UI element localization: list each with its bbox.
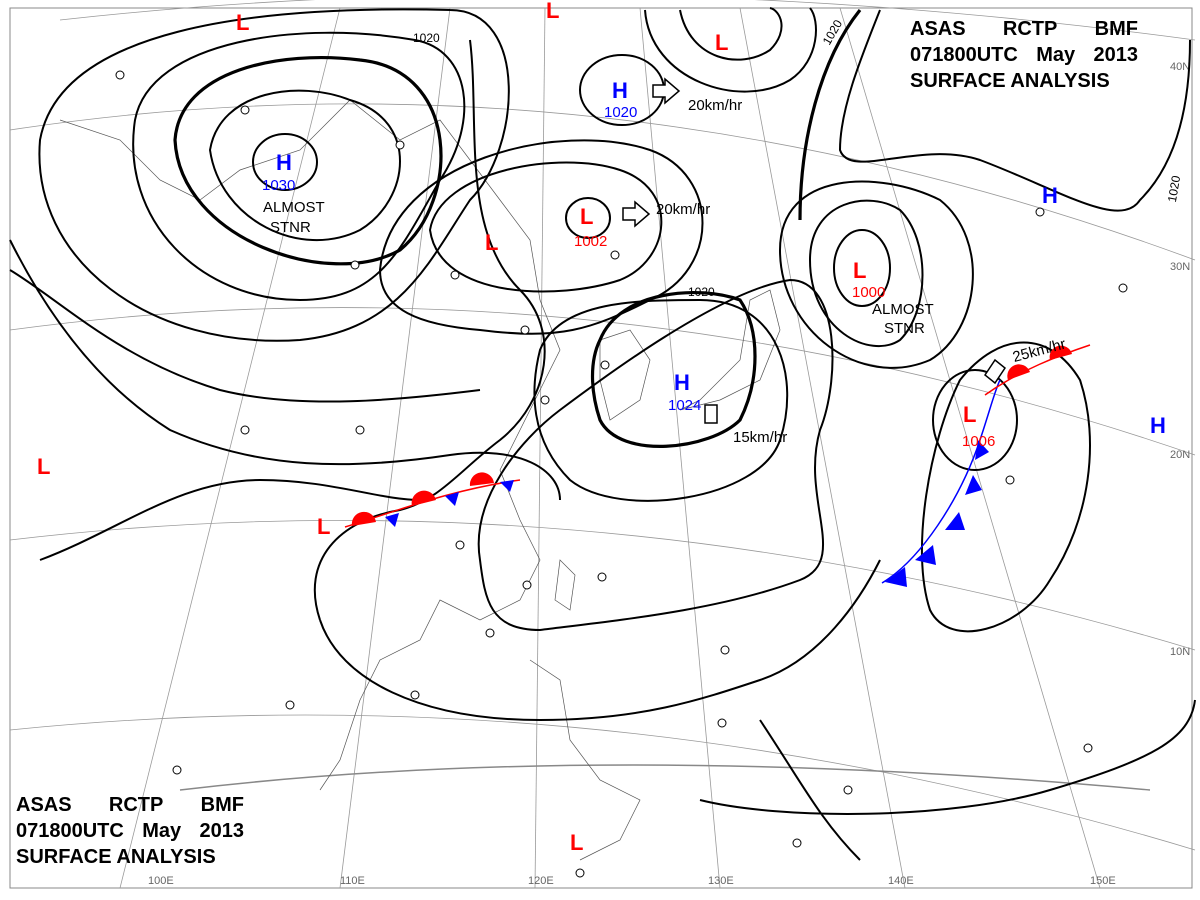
isobar-label: 1020	[820, 17, 846, 47]
low-center: L	[37, 454, 50, 479]
map-frame	[9, 7, 1193, 889]
low-center: L	[236, 10, 249, 35]
arrow-icon	[652, 77, 681, 105]
title-product: ASAS	[910, 18, 966, 40]
low-center: L	[715, 30, 728, 55]
high-pressure-value: 1020	[604, 104, 637, 121]
motion-label: 20km/hr	[656, 201, 710, 218]
isobars	[9, 7, 1196, 861]
isobar-label: 1020	[1165, 174, 1183, 203]
lat-label: 20N	[1170, 449, 1190, 461]
high-pressure-value: 1024	[668, 397, 701, 414]
low-center: L	[546, 0, 559, 23]
low-center: L	[853, 258, 866, 283]
title-month: May	[142, 820, 182, 842]
lat-label: 10N	[1170, 646, 1190, 658]
equator-line	[179, 764, 1151, 791]
isobar-label: 1020	[688, 285, 715, 299]
low-pressure-value: 1006	[962, 433, 995, 450]
station-plots	[115, 70, 1128, 878]
coastlines	[59, 99, 781, 861]
arrow-icon	[622, 200, 651, 228]
high-center: H	[1150, 413, 1166, 438]
title-analysis: SURFACE ANALYSIS	[910, 70, 1110, 92]
motion-arrows	[622, 77, 1007, 424]
graticule	[9, 0, 1196, 889]
motion-label: 15km/hr	[733, 429, 787, 446]
lon-label: 140E	[888, 875, 914, 887]
map-title-top-right: ASAS RCTP BMF 071800UTC May 2013 SURFACE ANALY…	[910, 16, 1138, 94]
title-product: ASAS	[16, 794, 72, 816]
low-center: L	[963, 402, 976, 427]
stnr-label: STNR	[884, 320, 925, 337]
arrow-icon	[983, 358, 1007, 385]
map-title-bottom-left: ASAS RCTP BMF 071800UTC May 2013 SURFACE ANALY…	[16, 792, 244, 870]
isobar-label: 1020	[413, 31, 440, 45]
arrow-icon	[704, 404, 718, 424]
annotations: ALMOST STNR ALMOST STNR 20km/hr 20km/hr …	[263, 97, 1068, 446]
low-center: L	[580, 204, 593, 229]
lat-label: 30N	[1170, 261, 1190, 273]
high-center: H	[674, 370, 690, 395]
title-analysis: SURFACE ANALYSIS	[16, 846, 216, 868]
title-month: May	[1036, 44, 1076, 66]
lon-label: 150E	[1090, 875, 1116, 887]
low-pressure-value: 1002	[574, 233, 607, 250]
motion-label: 25km/hr	[1011, 335, 1068, 365]
title-time: 071800UTC	[16, 820, 124, 842]
high-center: H	[612, 78, 628, 103]
title-time: 071800UTC	[910, 44, 1018, 66]
low-center: L	[570, 830, 583, 855]
lat-label: 40N	[1170, 61, 1190, 73]
low-center: L	[317, 514, 330, 539]
lon-label: 120E	[528, 875, 554, 887]
high-center: H	[276, 150, 292, 175]
title-office: BMF	[200, 794, 244, 816]
title-office: BMF	[1094, 18, 1138, 40]
stnr-label: ALMOST	[872, 301, 934, 318]
pressure-centers: H 1030 H 1020 H 1024 H H L 1002 L 1000 L…	[37, 0, 1166, 855]
cold-front	[881, 379, 1001, 587]
isobar-labels: 1020 1020 1020 1020	[413, 17, 1183, 299]
title-station: RCTP	[108, 794, 164, 816]
lon-label: 100E	[148, 875, 174, 887]
stnr-label: STNR	[270, 219, 311, 236]
low-center: L	[485, 230, 498, 255]
lon-label: 130E	[708, 875, 734, 887]
stationary-front	[344, 472, 521, 528]
high-center: H	[1042, 183, 1058, 208]
title-station: RCTP	[1002, 18, 1058, 40]
low-pressure-value: 1000	[852, 284, 885, 301]
lon-label: 110E	[340, 875, 365, 887]
warm-front	[984, 344, 1091, 396]
motion-label: 20km/hr	[688, 97, 742, 114]
high-pressure-value: 1030	[262, 177, 295, 194]
stnr-label: ALMOST	[263, 199, 325, 216]
title-year: 2013	[199, 820, 245, 842]
title-year: 2013	[1093, 44, 1139, 66]
grid-labels: 100E 110E 120E 130E 140E 150E 40N 30N 20…	[148, 61, 1190, 887]
